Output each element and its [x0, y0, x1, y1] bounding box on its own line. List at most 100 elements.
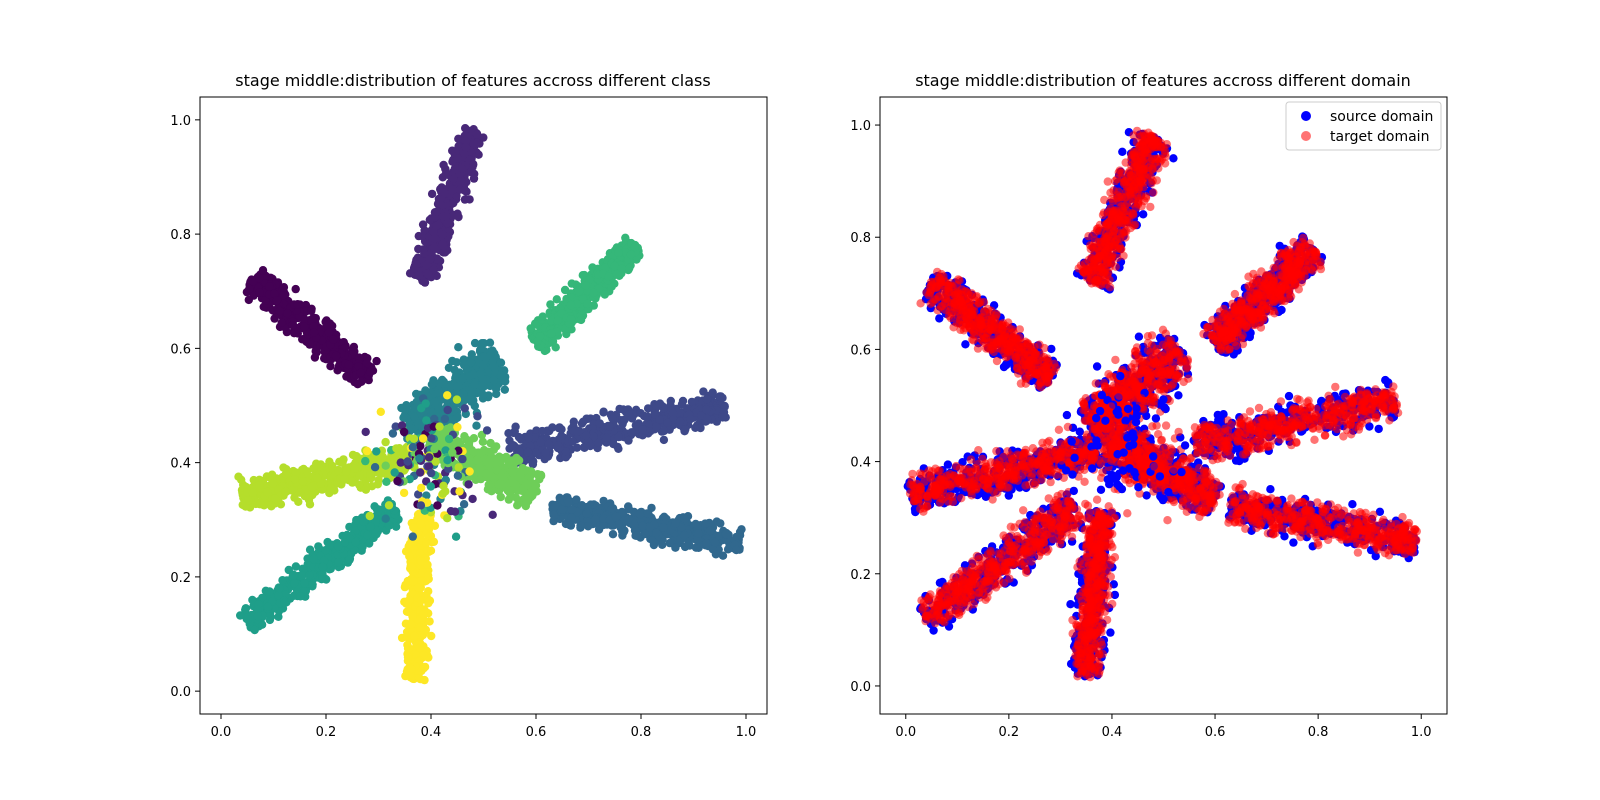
class-6-point — [538, 312, 547, 321]
class-outlier-point — [384, 501, 394, 510]
class-2-point — [702, 405, 711, 414]
class-2-point — [594, 438, 603, 448]
class-9-point — [409, 523, 418, 532]
class-outlier-point — [381, 514, 390, 523]
class-1-point — [458, 164, 467, 173]
class-1-point — [461, 143, 470, 152]
class-2-point — [678, 396, 688, 406]
class-6-point — [626, 250, 636, 259]
class-1-point — [460, 195, 470, 204]
class-outlier-point — [399, 488, 409, 498]
class-5-point — [253, 612, 263, 621]
class-outlier-point — [453, 471, 463, 480]
class-3-point — [716, 519, 725, 528]
class-8-point — [281, 469, 291, 479]
class-outlier-point — [458, 454, 467, 464]
class-0-point — [248, 277, 258, 286]
class-outlier-point — [443, 391, 452, 400]
class-7-point — [533, 470, 542, 479]
class-0-point — [279, 283, 289, 292]
class-outlier-point — [390, 468, 399, 477]
class-8-point — [234, 472, 243, 481]
class-4-point — [486, 350, 495, 360]
class-7-point — [478, 437, 488, 446]
class-x-axis: 0.0 0.2 0.4 0.6 0.8 1.0 — [211, 714, 756, 740]
class-outlier-point — [409, 434, 419, 443]
class-5-point — [391, 522, 401, 531]
class-2-point — [642, 412, 652, 421]
class-2-point — [620, 415, 629, 424]
class-6-point — [574, 286, 584, 296]
class-3-point — [652, 528, 661, 538]
class-9-point — [401, 580, 410, 590]
class-4-point — [478, 382, 487, 391]
class-3-point — [691, 519, 700, 529]
class-6-point — [566, 300, 576, 310]
class-y-tick-label: 0.0 — [170, 685, 191, 700]
class-plot-title: stage middle:distribution of features ac… — [235, 71, 710, 90]
class-outlier-point — [473, 412, 482, 421]
class-outlier-point — [433, 501, 442, 510]
class-8-point — [305, 500, 315, 509]
class-outlier-point — [459, 500, 469, 509]
class-outlier-point — [441, 487, 450, 496]
class-2-point — [614, 432, 623, 442]
class-8-point — [338, 458, 347, 467]
class-7-point — [504, 495, 513, 504]
class-3-point — [665, 538, 674, 548]
class-5-point — [358, 542, 367, 552]
class-2-point — [523, 447, 533, 457]
class-9-point — [407, 562, 416, 571]
class-0-point — [362, 359, 372, 368]
class-outlier-point — [367, 482, 377, 491]
class-7-point — [503, 486, 513, 495]
class-2-point — [643, 404, 653, 413]
class-4-point — [450, 365, 459, 375]
domain-points — [903, 126, 1422, 682]
class-3-point — [564, 498, 573, 507]
class-6-point — [630, 242, 639, 252]
class-1-point — [453, 154, 462, 163]
class-2-point — [599, 408, 608, 417]
class-5-point — [345, 555, 354, 564]
class-3-point — [701, 519, 710, 528]
class-5-point — [290, 579, 299, 588]
class-outlier-point — [440, 414, 450, 424]
class-6-point — [547, 329, 556, 338]
class-outlier-point — [392, 444, 401, 453]
class-5-point — [265, 587, 274, 596]
class-5-point — [296, 592, 305, 601]
class-4-point — [470, 380, 479, 389]
class-outlier-point — [452, 395, 462, 404]
class-9-point — [406, 620, 416, 629]
class-y-tick-label: 0.6 — [170, 342, 191, 357]
source-domain-point — [999, 362, 1009, 372]
class-outlier-point — [444, 434, 454, 444]
class-6-point — [604, 272, 613, 281]
class-3-point — [608, 530, 618, 539]
class-3-point — [555, 493, 564, 502]
class-1-point — [448, 185, 458, 194]
class-9-point — [403, 652, 413, 662]
class-x-tick-label: 0.6 — [526, 725, 547, 740]
class-2-point — [681, 425, 690, 434]
class-5-point — [289, 571, 298, 580]
class-7-point — [492, 442, 501, 451]
class-4-point — [466, 394, 475, 403]
class-4-point — [458, 389, 468, 398]
class-0-point — [307, 306, 316, 316]
class-0-point — [293, 300, 302, 309]
class-8-point — [334, 465, 343, 475]
class-outlier-point — [451, 532, 461, 541]
class-x-tick-label: 0.8 — [631, 725, 652, 740]
class-6-point — [566, 315, 576, 324]
class-5-point — [263, 602, 273, 611]
class-4-point — [477, 339, 487, 348]
class-3-point — [577, 501, 587, 510]
class-6-point — [535, 332, 545, 341]
class-6-point — [612, 270, 622, 279]
class-8-point — [263, 487, 272, 497]
class-3-point — [710, 538, 720, 547]
class-4-point — [412, 389, 421, 399]
